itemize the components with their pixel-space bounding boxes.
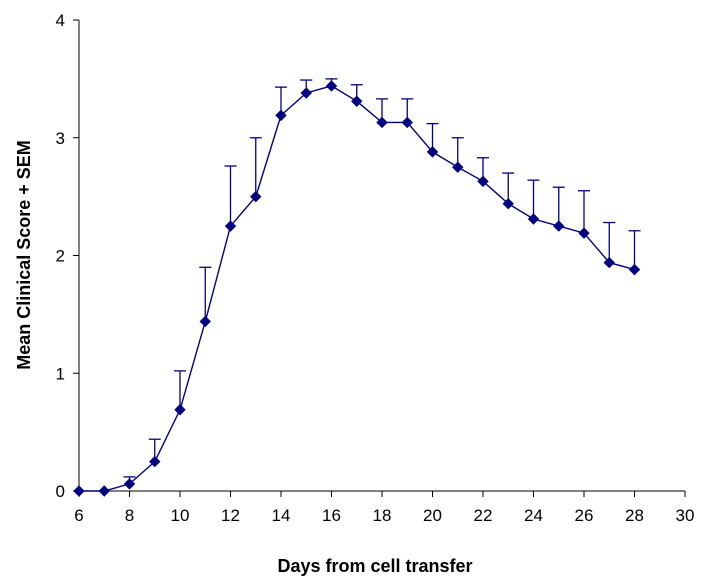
x-tick-label: 18	[373, 506, 392, 525]
y-tick-label: 3	[56, 129, 65, 148]
data-point	[224, 220, 237, 232]
data-point	[426, 146, 439, 158]
series-line	[79, 85, 635, 492]
data-point	[300, 87, 312, 99]
x-tick-label: 10	[171, 506, 190, 525]
data-point	[628, 263, 641, 276]
data-point	[502, 197, 514, 210]
data-point	[376, 116, 388, 129]
data-point	[452, 161, 464, 173]
x-tick-label: 14	[272, 506, 291, 525]
x-axis-title: Days from cell transfer	[277, 556, 472, 576]
data-point	[199, 315, 211, 328]
x-tick-label: 12	[221, 506, 240, 525]
y-tick-label: 2	[56, 247, 65, 266]
x-tick-label: 24	[524, 506, 543, 525]
x-tick-label: 16	[322, 506, 341, 525]
x-tick-label: 26	[575, 506, 594, 525]
x-tick-label: 30	[676, 506, 695, 525]
data-point	[123, 478, 136, 490]
data-point	[98, 485, 110, 497]
data-point	[578, 227, 590, 239]
x-tick-label: 20	[423, 506, 442, 525]
data-point	[250, 190, 262, 203]
data-point	[275, 109, 287, 122]
data-point	[73, 485, 85, 497]
x-tick-label: 8	[125, 506, 134, 525]
data-point	[351, 95, 363, 107]
x-tick-label: 22	[474, 506, 493, 525]
data-point	[401, 116, 413, 129]
data-point	[325, 80, 338, 92]
data-point	[527, 213, 540, 225]
y-tick-label: 1	[56, 364, 65, 383]
y-tick-label: 4	[56, 11, 65, 30]
data-point	[477, 175, 489, 188]
y-axis-title: Mean Clinical Score + SEM	[14, 140, 34, 370]
data-point	[149, 455, 161, 468]
x-tick-label: 28	[625, 506, 644, 525]
data-point	[553, 220, 565, 232]
data-point	[174, 404, 186, 416]
data-point	[603, 256, 615, 269]
x-tick-label: 6	[74, 506, 83, 525]
y-tick-label: 0	[56, 482, 65, 501]
